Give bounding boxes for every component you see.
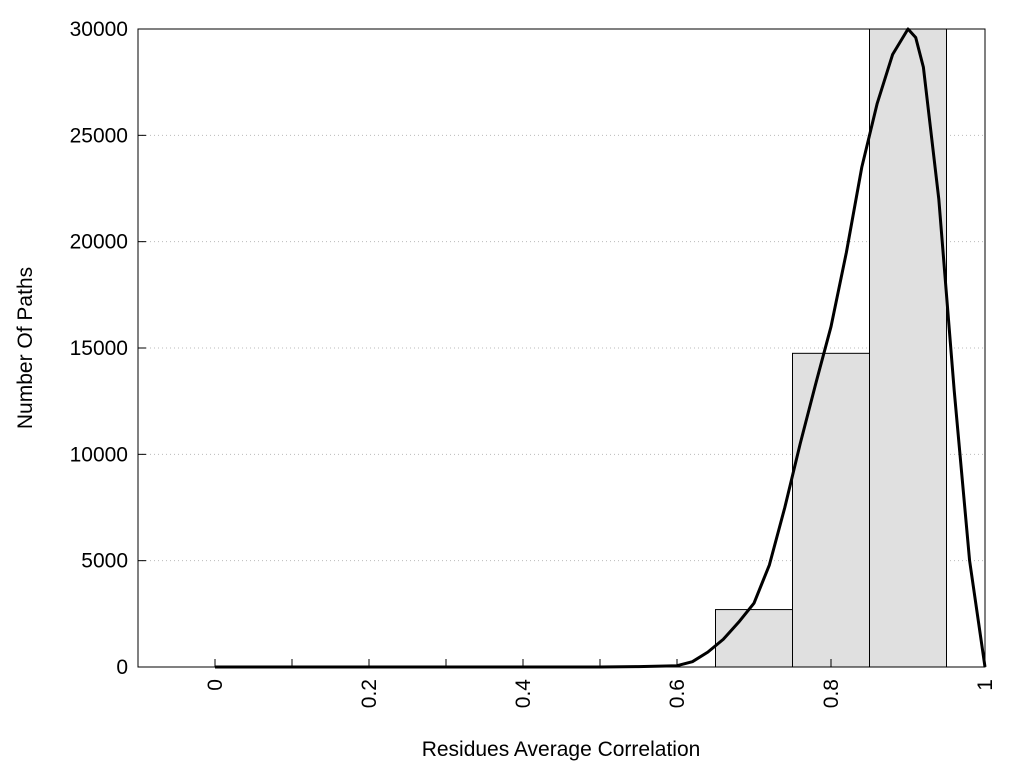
y-axis-title: Number Of Paths [14,267,37,429]
y-tick-label: 10000 [70,443,128,466]
y-tick-label: 0 [116,656,128,679]
histogram-bar [869,28,947,668]
x-axis-tick-labels: 0 0.2 0.4 0.6 0.8 1 [204,679,997,709]
x-tick-label: 0.6 [666,679,689,708]
y-tick-label: 20000 [70,231,128,254]
x-tick-label: 0.2 [358,679,381,708]
y-tick-label: 30000 [70,18,128,41]
y-tick-label: 15000 [70,337,128,360]
y-axis-tick-labels: 0 5000 10000 15000 20000 25000 30000 [70,18,128,679]
histogram-bar [792,352,870,668]
axis-ticks [138,28,986,668]
x-axis-title: Residues Average Correlation [422,738,701,761]
x-tick-label: 1 [974,679,997,691]
x-tick-label: 0.4 [512,679,535,709]
y-tick-label: 5000 [81,550,128,573]
x-tick-label: 0.8 [820,679,843,708]
histogram-bar [715,609,793,668]
y-tick-label: 25000 [70,124,128,147]
x-tick-label: 0 [204,679,227,691]
